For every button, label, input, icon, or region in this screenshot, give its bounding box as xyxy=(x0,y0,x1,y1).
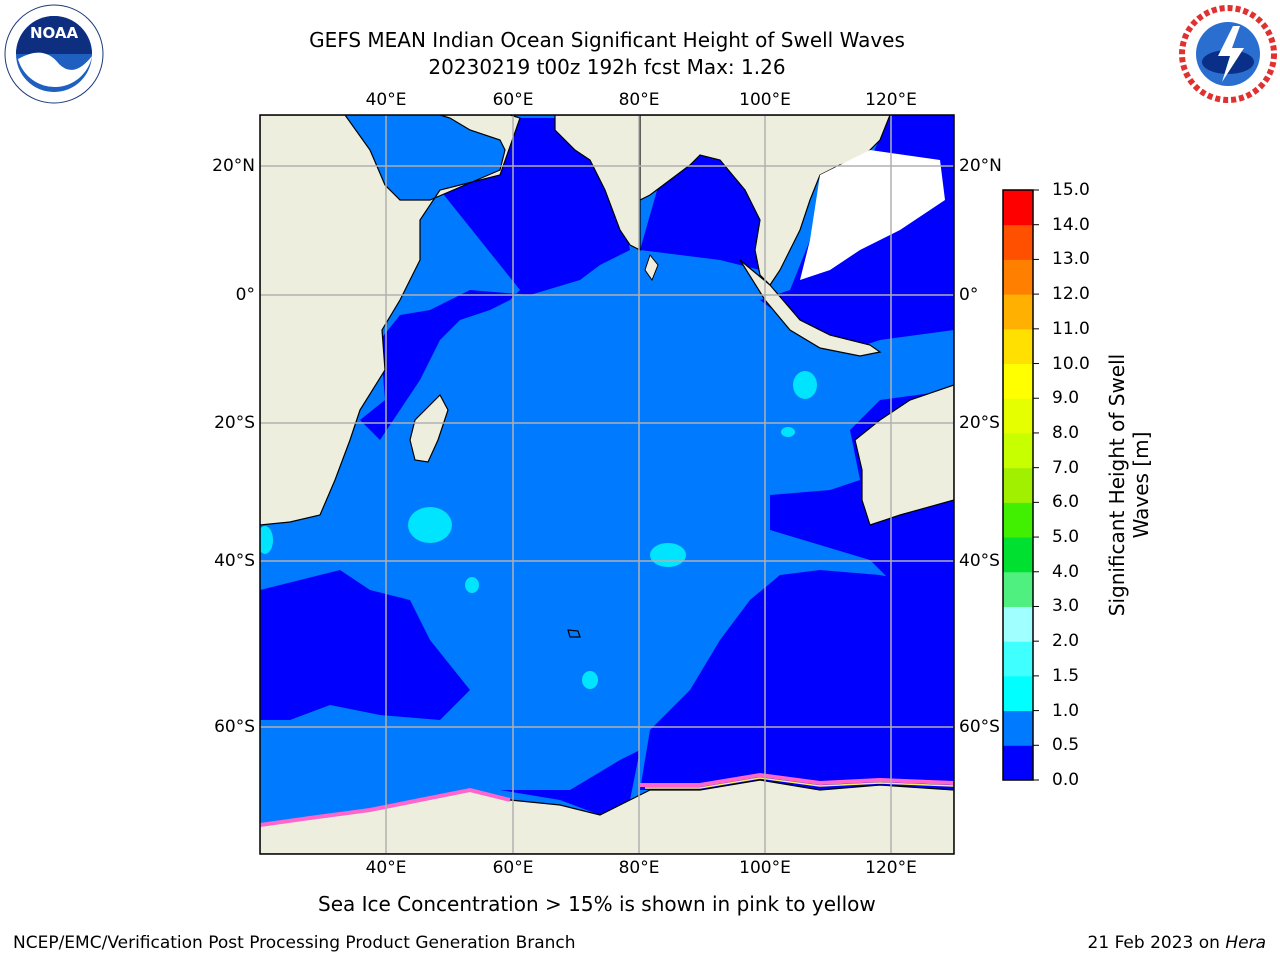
colorbar-tick-label: 12.0 xyxy=(1052,284,1090,305)
sea-ice-caption: Sea Ice Concentration > 15% is shown in … xyxy=(318,892,876,916)
lon-tick-bottom: 40°E xyxy=(365,858,407,878)
lat-tick-left: 20°N xyxy=(212,156,255,176)
antarctic-coastal-low-swell xyxy=(500,750,640,815)
sea-ice-fringe-east xyxy=(640,772,954,787)
colorbar-tick-label: 15.0 xyxy=(1052,180,1090,200)
noaa-logo: NOAA xyxy=(4,4,104,104)
colorbar-label: Significant Height of Swell Waves [m] xyxy=(1105,335,1153,635)
lat-tick-right: 0° xyxy=(959,285,979,305)
swell-patch-6 xyxy=(781,427,795,437)
lon-tick-top: 80°E xyxy=(618,90,660,110)
kerguelen-island xyxy=(567,629,581,638)
sumatra-java-land xyxy=(739,259,882,357)
colorbar-segment xyxy=(1003,675,1033,712)
lat-tick-right: 60°S xyxy=(959,717,1000,737)
colorbar-tick-label: 0.5 xyxy=(1052,735,1080,756)
colorbar-segment xyxy=(1003,328,1033,365)
lat-tick-right: 20°N xyxy=(959,156,1002,176)
footer-date-text: 21 Feb 2023 on xyxy=(1087,933,1226,953)
footer-credit: NCEP/EMC/Verification Post Processing Pr… xyxy=(13,933,576,953)
colorbar-segment xyxy=(1003,432,1033,469)
swell-patch-7 xyxy=(260,526,273,554)
sri-lanka-land xyxy=(644,253,659,282)
colorbar-tick-label: 13.0 xyxy=(1052,249,1090,270)
colorbar-tick-label: 0.0 xyxy=(1052,770,1080,790)
swell-patch-1 xyxy=(408,507,452,543)
chart-subtitle: 20230219 t00z 192h fcst Max: 1.26 xyxy=(428,55,786,79)
australia-land xyxy=(854,384,954,526)
nws-logo xyxy=(1178,4,1278,104)
colorbar-segment xyxy=(1003,467,1033,503)
lat-tick-left: 60°S xyxy=(214,717,255,737)
colorbar-segment xyxy=(1003,363,1033,399)
swell-patch-3 xyxy=(793,371,817,399)
lat-tick-right: 20°S xyxy=(959,413,1000,433)
colorbar-segment xyxy=(1003,641,1033,677)
noaa-logo-text: NOAA xyxy=(30,24,79,42)
colorbar-tick-label: 4.0 xyxy=(1052,561,1080,582)
swell-patch-5 xyxy=(582,671,598,689)
footer-host: Hera xyxy=(1225,933,1266,953)
chart-title: GEFS MEAN Indian Ocean Significant Heigh… xyxy=(309,28,905,52)
lon-tick-bottom: 120°E xyxy=(865,858,917,878)
colorbar-segment xyxy=(1003,294,1033,330)
madagascar-land xyxy=(409,394,449,463)
colorbar-tick-label: 11.0 xyxy=(1052,318,1090,339)
colorbar-tick-label: 3.0 xyxy=(1052,596,1080,617)
lon-tick-bottom: 80°E xyxy=(618,858,660,878)
colorbar-segment xyxy=(1003,606,1033,642)
lon-tick-top: 40°E xyxy=(365,90,407,110)
colorbar-segment xyxy=(1003,710,1033,746)
colorbar-tick-label: 1.0 xyxy=(1052,700,1080,721)
sea-ice-fringe-yellow xyxy=(645,777,954,789)
lat-tick-left: 20°S xyxy=(214,413,255,433)
bay-of-bengal-low-swell xyxy=(640,150,765,270)
lon-tick-bottom: 60°E xyxy=(492,858,534,878)
colorbar-segment xyxy=(1003,398,1033,434)
colorbar-segment xyxy=(1003,259,1033,295)
lat-tick-right: 40°S xyxy=(959,551,1000,571)
colorbar xyxy=(1002,189,1039,781)
lat-tick-left: 40°S xyxy=(214,551,255,571)
lon-tick-bottom: 100°E xyxy=(739,858,791,878)
colorbar-segment xyxy=(1003,745,1033,781)
colorbar-segment xyxy=(1003,224,1033,260)
map-frame xyxy=(259,114,955,855)
colorbar-tick-label: 14.0 xyxy=(1052,214,1090,235)
southern-ocean-low-swell-east xyxy=(640,570,954,790)
colorbar-segment xyxy=(1003,190,1033,226)
map-grid xyxy=(260,115,954,854)
sea-ice-fringe xyxy=(260,787,511,827)
colorbar-tick-label: 2.0 xyxy=(1052,631,1080,652)
colorbar-tick-label: 7.0 xyxy=(1052,457,1080,478)
colorbar-segment xyxy=(1003,571,1033,607)
colorbar-tick-label: 8.0 xyxy=(1052,422,1080,443)
footer-date: 21 Feb 2023 on Hera xyxy=(1088,933,1266,953)
colorbar-segment xyxy=(1003,502,1033,538)
southwest-low-swell xyxy=(260,570,470,720)
colorbar-label-line1: Significant Height of Swell xyxy=(1105,353,1129,617)
arabian-sea-low-swell xyxy=(360,118,630,440)
lon-tick-top: 60°E xyxy=(492,90,534,110)
lon-tick-top: 100°E xyxy=(739,90,791,110)
swell-patch-2 xyxy=(650,543,686,567)
lat-tick-left: 0° xyxy=(235,285,255,305)
borneo-ice-white xyxy=(800,150,945,280)
colorbar-tick-label: 5.0 xyxy=(1052,527,1080,548)
colorbar-tick-label: 6.0 xyxy=(1052,492,1080,513)
colorbar-tick-label: 9.0 xyxy=(1052,388,1080,409)
colorbar-label-line2: Waves [m] xyxy=(1129,431,1153,539)
colorbar-segment xyxy=(1003,537,1033,573)
lon-tick-top: 120°E xyxy=(865,90,917,110)
swell-patch-4 xyxy=(465,577,479,593)
colorbar-tick-label: 10.0 xyxy=(1052,353,1090,374)
colorbar-frame xyxy=(1002,189,1034,781)
colorbar-tick-label: 1.5 xyxy=(1052,665,1080,686)
